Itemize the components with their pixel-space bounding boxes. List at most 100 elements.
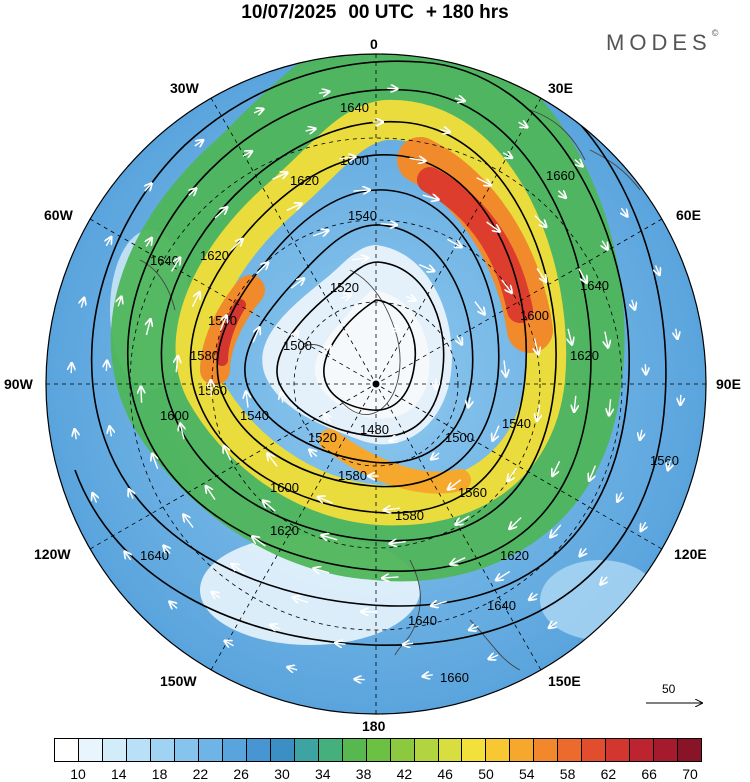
wind-arrow (288, 667, 298, 670)
wind-arrow (225, 641, 234, 646)
wind-arrow (431, 453, 440, 459)
colorbar-swatch (318, 739, 343, 761)
geopotential-contours (74, 59, 667, 646)
wind-arrow (309, 450, 316, 457)
colorbar-tick-label: 50 (478, 766, 494, 782)
wind-key-label: 50 (662, 682, 676, 696)
colorbar-tick-label: 18 (151, 766, 168, 782)
wind-reference-arrow (646, 680, 704, 710)
wind-arrow (305, 129, 316, 131)
wind-arrow (518, 122, 528, 127)
wind-arrow (272, 173, 288, 180)
wind-arrow (340, 295, 350, 298)
colorbar-swatch (654, 739, 679, 761)
colorbar-swatch (486, 739, 511, 761)
wind-arrow (656, 265, 660, 275)
contour-label: 1520 (308, 430, 337, 445)
contour-label: 1520 (330, 280, 359, 295)
colorbar-swatch (582, 739, 607, 761)
contour-label: 1640 (408, 613, 437, 628)
wind-arrow (93, 493, 97, 503)
wind-arrow (617, 492, 621, 502)
lon-label-180: 180 (362, 718, 386, 734)
wind-arrow (189, 189, 196, 196)
wind-arrow (451, 557, 466, 565)
wind-arrow (537, 404, 540, 421)
contour-label: 1640 (340, 100, 369, 115)
colorbar-tick-label: 22 (192, 766, 209, 782)
lon-label-60e: 60E (676, 207, 701, 223)
wind-arrow (75, 429, 77, 440)
colorbar-swatch (510, 739, 535, 761)
wind-vectors (71, 88, 681, 679)
wind-arrow (81, 298, 84, 308)
wind-arrow (268, 454, 278, 467)
wind-arrow (286, 204, 302, 211)
colorbar-swatch (126, 739, 151, 761)
contour-label: 1640 (140, 548, 169, 563)
wind-arrow (387, 88, 397, 89)
lon-label-60w: 60W (44, 207, 73, 223)
wind-arrow (255, 263, 268, 275)
wind-arrow (508, 467, 518, 481)
wind-arrow (106, 237, 111, 247)
contour-label: 1540 (502, 416, 531, 431)
colorbar-tick-label: 10 (70, 766, 86, 782)
wind-arrow (580, 548, 586, 556)
colorbar-swatch (174, 739, 199, 761)
colorbar-swatch (246, 739, 271, 761)
wind-arrow (224, 446, 232, 461)
wind-arrow (486, 221, 500, 231)
wind-arrow (362, 612, 378, 613)
wind-arrow (252, 537, 266, 547)
colorbar-swatch (150, 739, 175, 761)
colorbar-swatch (558, 739, 583, 761)
contour-label: 1620 (270, 523, 299, 538)
wind-arrow (253, 109, 263, 113)
lon-label-30e: 30E (548, 80, 573, 96)
contour-label: 1620 (200, 248, 229, 263)
wind-arrow (246, 392, 248, 408)
wind-arrow (293, 597, 309, 602)
contour-label: 1600 (160, 408, 189, 423)
colorbar-swatch (414, 739, 439, 761)
wind-arrow (230, 239, 243, 251)
wind-arrow (632, 299, 635, 310)
wind-arrow (270, 625, 280, 629)
colorbar-swatch (102, 739, 127, 761)
wind-arrow (575, 160, 583, 167)
contour-label: 1640 (580, 278, 609, 293)
wind-arrow (312, 231, 328, 236)
colorbar-swatch (270, 739, 295, 761)
wind-arrow (601, 577, 608, 584)
wind-arrow (211, 381, 212, 397)
wind-arrow (390, 438, 400, 441)
contour-label: 1480 (360, 422, 389, 437)
wind-arrow (71, 363, 72, 374)
wind-arrow (176, 356, 178, 373)
colorbar-swatch (294, 739, 319, 761)
lon-label-0: 0 (370, 36, 378, 52)
contour-label: 1600 (340, 153, 369, 168)
wind-arrow (529, 594, 538, 600)
wind-arrow (504, 360, 506, 377)
contour-label: 1580 (190, 348, 219, 363)
contour-label: 1500 (283, 338, 312, 353)
wind-arrow (145, 184, 152, 191)
wind-arrow (454, 98, 465, 101)
wind-arrow (551, 524, 562, 537)
colorbar-tick-label: 14 (111, 766, 127, 782)
north-pole-marker (372, 380, 380, 388)
contour-label: 1640 (150, 253, 179, 268)
wind-arrow (469, 626, 479, 630)
wind-arrow (574, 395, 576, 412)
wind-arrow (510, 517, 522, 529)
wind-arrow (680, 394, 681, 405)
wind-arrow (214, 207, 227, 219)
wind-arrow (447, 238, 461, 247)
wind-arrow (281, 393, 283, 403)
contour-label: 1540 (348, 208, 377, 223)
wind-arrow (146, 319, 150, 336)
colorbar-tick-labels: 10 14 18 22 26 30 34 38 42 46 50 54 58 62 66 70 (0, 766, 750, 782)
wind-arrow (389, 327, 400, 330)
